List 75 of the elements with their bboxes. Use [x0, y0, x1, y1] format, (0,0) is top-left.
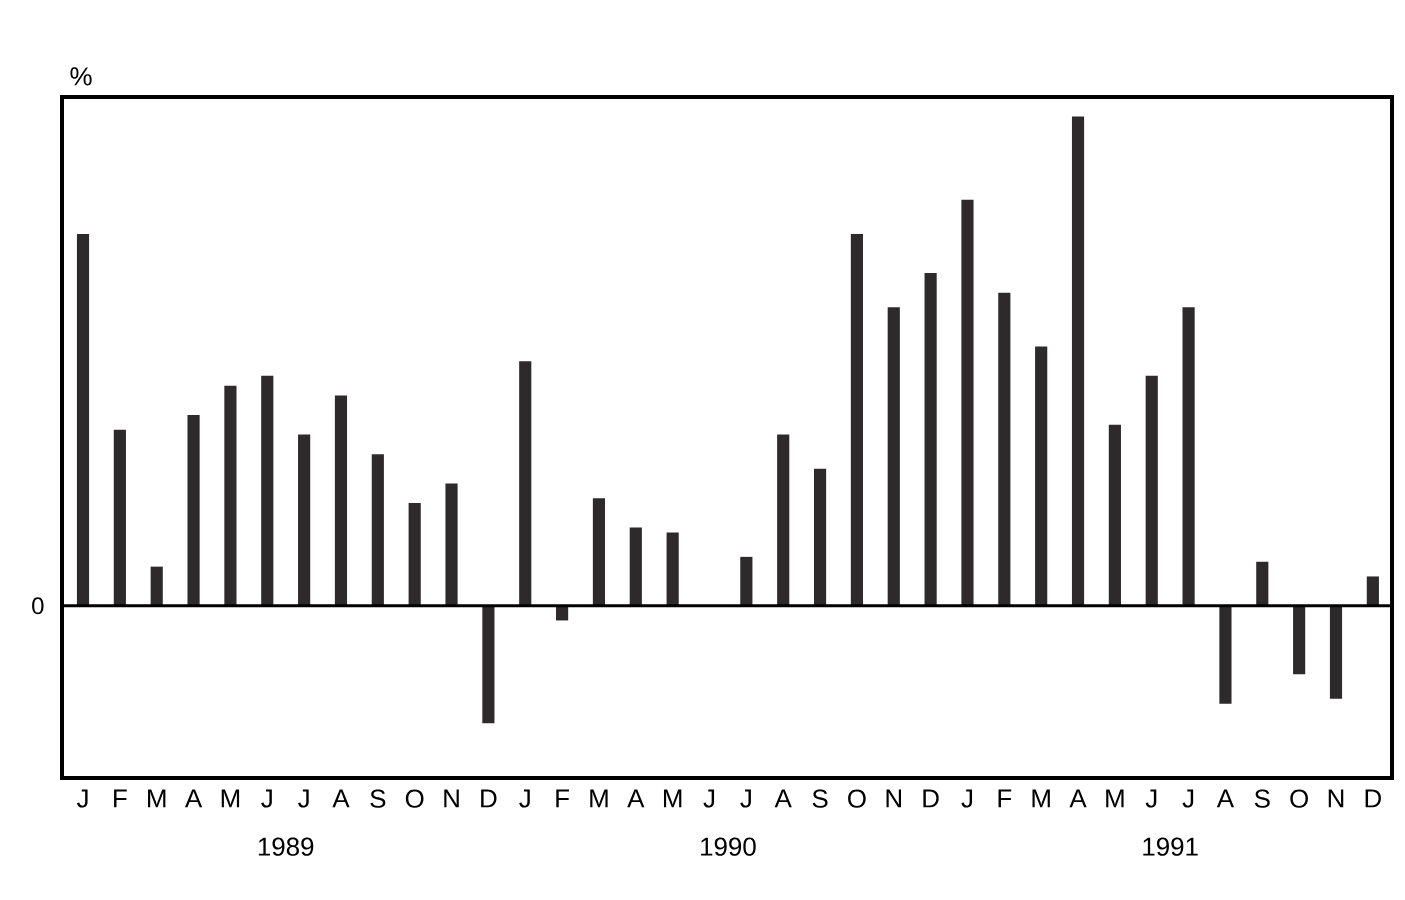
- x-tick-label: O: [1290, 789, 1308, 808]
- x-tick-label: A: [1069, 789, 1087, 808]
- x-tick-label: N: [886, 789, 901, 808]
- bar: [1366, 576, 1379, 606]
- bar: [777, 434, 790, 606]
- x-tick-label: F: [114, 789, 127, 808]
- bar: [1108, 424, 1121, 606]
- x-tick-label: N: [1328, 789, 1344, 808]
- text: 1989: [258, 837, 314, 856]
- text: 1990: [701, 837, 756, 856]
- y-axis-title: %: [70, 67, 92, 86]
- x-tick-label: J: [961, 789, 973, 808]
- x-tick-label: A: [1216, 789, 1235, 808]
- bar: [261, 375, 274, 606]
- x-tick-label: J: [703, 789, 715, 808]
- bar: [1256, 561, 1269, 606]
- bar: [1182, 307, 1195, 606]
- x-tick-label: M: [148, 789, 166, 808]
- bar: [998, 292, 1011, 606]
- bar: [813, 468, 827, 606]
- bar: [187, 414, 200, 606]
- x-tick-label: D: [923, 789, 939, 808]
- text: 1991: [1143, 837, 1198, 856]
- x-tick-label: D: [1365, 789, 1381, 808]
- bar: [1071, 116, 1085, 606]
- bar: [1293, 605, 1306, 675]
- bar: [924, 273, 937, 606]
- x-tick-label: O: [405, 789, 424, 808]
- bar: [1219, 605, 1232, 704]
- x-tick-label: N: [444, 789, 459, 808]
- x-tick-label: J: [261, 789, 272, 808]
- x-tick-label: S: [1254, 789, 1270, 808]
- bar: [1145, 375, 1158, 606]
- x-tick-label: S: [370, 789, 386, 808]
- x-tick-label: F: [998, 789, 1012, 808]
- x-tick-label: A: [184, 789, 203, 808]
- bar: [445, 483, 458, 606]
- x-tick-label: J: [1145, 789, 1157, 808]
- bar: [224, 385, 237, 606]
- x-tick-label: A: [627, 789, 645, 808]
- bar: [592, 498, 606, 606]
- bar: [334, 395, 348, 606]
- bar: [1329, 605, 1343, 699]
- x-tick-label: A: [774, 789, 792, 808]
- x-tick-label: O: [848, 789, 866, 808]
- x-tick-label: S: [812, 789, 828, 808]
- x-tick-label: J: [519, 789, 530, 808]
- bar: [482, 605, 495, 724]
- x-tick-label: M: [1032, 789, 1050, 808]
- bar: [150, 566, 163, 606]
- bar: [113, 429, 126, 606]
- x-tick-label: M: [221, 789, 240, 808]
- x-tick-label: J: [76, 789, 88, 808]
- x-tick-label: M: [590, 789, 608, 808]
- x-tick-label: J: [298, 789, 309, 808]
- bar: [961, 199, 974, 606]
- bar: [887, 307, 900, 606]
- x-tick-label: M: [1106, 789, 1124, 808]
- x-tick-label: F: [556, 789, 569, 808]
- bar: [740, 556, 753, 606]
- bar: [298, 434, 311, 606]
- x-tick-label: D: [481, 789, 497, 808]
- bar: [76, 233, 90, 606]
- text: 0: [32, 597, 44, 615]
- bar: [1035, 346, 1048, 606]
- bar: [371, 454, 384, 606]
- x-tick-label: J: [740, 789, 751, 808]
- x-tick-label: J: [1182, 789, 1194, 808]
- x-tick-label: A: [332, 789, 350, 808]
- x-tick-label: M: [663, 789, 682, 808]
- bar: [519, 361, 532, 606]
- bar: [850, 233, 863, 606]
- bar: [666, 532, 679, 606]
- bar: [629, 527, 642, 606]
- bar: [408, 503, 421, 606]
